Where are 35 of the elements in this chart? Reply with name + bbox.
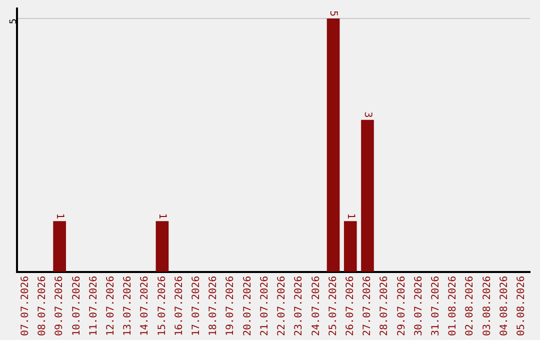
x-tick-label: 30.07.2026 xyxy=(413,276,424,336)
x-tick-label: 14.07.2026 xyxy=(140,276,151,336)
x-tick-label: 18.07.2026 xyxy=(208,276,220,336)
x-tick-label: 07.07.2026 xyxy=(20,276,31,336)
x-tick-label: 22.07.2026 xyxy=(276,276,288,336)
x-tick-label: 15.07.2026 xyxy=(156,276,168,336)
x-tick-label: 08.07.2026 xyxy=(37,276,48,336)
x-tick-label: 23.07.2026 xyxy=(294,276,305,336)
x-tick-label: 11.07.2026 xyxy=(88,276,100,336)
x-tick-label: 17.07.2026 xyxy=(191,276,202,336)
x-tick-label: 10.07.2026 xyxy=(71,276,82,336)
x-tick-label: 25.07.2026 xyxy=(328,276,339,336)
x-tick-label: 12.07.2026 xyxy=(105,276,116,336)
data-label: 5 xyxy=(328,10,339,17)
x-tick-label: 04.08.2026 xyxy=(498,276,510,336)
data-label: 3 xyxy=(362,112,373,118)
x-tick-label: 27.07.2026 xyxy=(362,276,374,336)
x-tick-label: 31.07.2026 xyxy=(430,276,442,336)
x-tick-label: 28.07.2026 xyxy=(379,276,390,336)
x-tick-label: 02.08.2026 xyxy=(464,276,476,336)
x-tick-label: 03.08.2026 xyxy=(482,276,493,336)
x-tick-label: 20.07.2026 xyxy=(242,276,254,336)
data-label: 1 xyxy=(156,213,168,220)
x-tick-label: 21.07.2026 xyxy=(259,276,270,336)
data-label: 1 xyxy=(344,213,356,220)
x-tick-label: 09.07.2026 xyxy=(54,276,66,336)
x-tick-label: 19.07.2026 xyxy=(225,276,236,336)
x-tick-label: 05.08.2026 xyxy=(516,276,528,336)
x-tick-label: 16.07.2026 xyxy=(174,276,185,336)
data-label: 1 xyxy=(54,213,65,220)
x-tick-label: 13.07.2026 xyxy=(122,276,134,336)
x-tick-label: 26.07.2026 xyxy=(344,276,356,336)
x-tick-label: 29.07.2026 xyxy=(396,276,408,336)
x-tick-label: 01.08.2026 xyxy=(448,276,459,336)
x-tick-label: 24.07.2026 xyxy=(310,276,322,336)
